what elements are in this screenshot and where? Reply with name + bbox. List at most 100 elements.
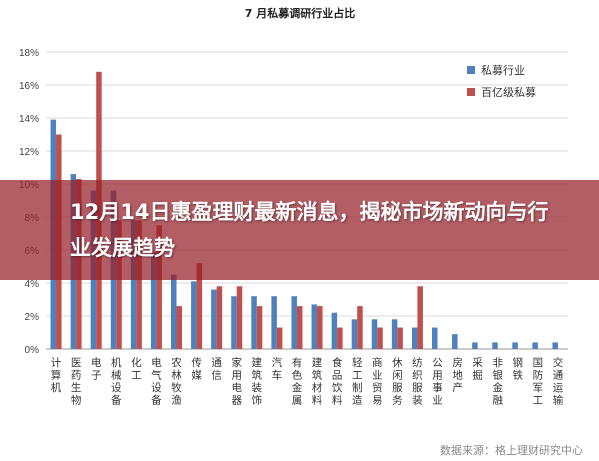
x-category-label: 车 xyxy=(272,369,283,382)
y-tick-label: 0% xyxy=(25,345,40,356)
x-category-label: 料 xyxy=(312,394,323,407)
x-category-label: 电 xyxy=(231,381,242,394)
bar-private-industry xyxy=(331,312,338,349)
legend-swatch xyxy=(467,88,475,96)
x-category-label: 药 xyxy=(71,370,82,382)
x-category-label: 制 xyxy=(352,381,363,394)
x-category-label: 产 xyxy=(452,381,463,394)
x-category-label: 物 xyxy=(71,394,82,407)
bar-private-industry xyxy=(552,342,558,349)
x-category-label: 用 xyxy=(231,370,242,382)
bar-large-private xyxy=(236,286,243,349)
x-category-label: 建 xyxy=(252,356,263,369)
x-category-label: 用 xyxy=(432,370,443,382)
x-category-label: 商 xyxy=(372,356,383,369)
x-category-label: 务 xyxy=(392,394,403,407)
chart-title: 7 月私募调研行业占比 xyxy=(245,6,355,20)
bar-private-industry xyxy=(492,342,498,349)
x-category-label: 医 xyxy=(71,357,82,369)
x-category-label: 掘 xyxy=(472,369,483,382)
bar-private-industry xyxy=(371,319,378,349)
y-tick-label: 2% xyxy=(25,312,40,323)
x-category-label: 筑 xyxy=(312,369,323,382)
x-category-label: 装 xyxy=(412,394,423,407)
x-category-label: 银 xyxy=(492,369,503,382)
x-category-label: 织 xyxy=(412,370,423,382)
headline-text[interactable]: 12月14日惠盈理财最新消息，揭秘市场新动向与行业发展趋势 xyxy=(70,200,549,260)
x-category-label: 房 xyxy=(452,356,463,369)
x-category-label: 业 xyxy=(432,395,443,407)
bar-large-private xyxy=(317,306,323,349)
y-tick-label: 16% xyxy=(19,81,39,92)
bar-private-industry xyxy=(150,251,157,349)
y-tick-label: 18% xyxy=(19,48,39,59)
y-tick-label: 14% xyxy=(19,114,39,125)
y-tick-label: 12% xyxy=(19,147,39,158)
x-category-label: 运 xyxy=(553,382,564,394)
x-category-label: 电 xyxy=(151,356,162,369)
x-category-label: 渔 xyxy=(171,395,182,407)
legend-label: 百亿级私募 xyxy=(481,86,536,99)
x-category-label: 通 xyxy=(553,370,564,382)
x-category-label: 饰 xyxy=(252,394,263,407)
x-category-label: 休 xyxy=(392,357,403,369)
x-category-label: 电 xyxy=(91,356,102,369)
bar-large-private xyxy=(296,306,303,349)
x-category-label: 家 xyxy=(231,356,242,369)
x-category-label: 装 xyxy=(252,381,263,394)
x-category-label: 采 xyxy=(472,357,483,369)
bar-private-industry xyxy=(391,319,398,349)
bar-large-private xyxy=(116,220,122,349)
x-category-label: 国 xyxy=(533,357,544,369)
x-category-label: 设 xyxy=(111,382,122,394)
x-category-label: 工 xyxy=(352,370,363,382)
x-category-label: 属 xyxy=(292,395,303,407)
y-tick-label: 4% xyxy=(25,279,40,290)
x-category-label: 公 xyxy=(432,357,443,369)
x-category-label: 金 xyxy=(492,381,503,394)
x-category-label: 备 xyxy=(151,394,162,407)
x-category-label: 融 xyxy=(492,395,503,407)
x-category-label: 设 xyxy=(151,382,162,394)
bar-private-industry xyxy=(512,342,518,349)
bar-private-industry xyxy=(191,281,197,349)
x-category-label: 媒 xyxy=(191,369,202,382)
bar-private-industry xyxy=(532,342,538,349)
x-category-label: 纺 xyxy=(412,356,423,369)
bar-large-private xyxy=(196,263,203,349)
x-category-label: 工 xyxy=(131,370,142,382)
x-category-label: 器 xyxy=(231,395,242,407)
x-category-label: 料 xyxy=(332,394,343,407)
x-category-label: 算 xyxy=(51,369,62,382)
x-category-label: 筑 xyxy=(252,369,263,382)
headline-banner xyxy=(0,180,599,280)
x-category-label: 机 xyxy=(111,356,122,369)
x-category-label: 非 xyxy=(492,357,503,369)
x-category-label: 汽 xyxy=(272,356,283,369)
x-category-label: 林 xyxy=(171,369,182,382)
bar-large-private xyxy=(377,327,383,349)
x-category-label: 易 xyxy=(372,395,383,407)
x-category-label: 农 xyxy=(171,356,182,369)
x-category-label: 闲 xyxy=(392,369,403,382)
x-category-label: 食 xyxy=(332,356,343,369)
x-category-label: 输 xyxy=(553,394,564,407)
source-label: 数据来源：格上理财研究中心 xyxy=(440,443,583,457)
x-category-label: 通 xyxy=(211,357,222,369)
bar-private-industry xyxy=(472,342,478,349)
x-category-label: 械 xyxy=(111,369,122,382)
bar-large-private xyxy=(256,306,263,349)
x-category-label: 有 xyxy=(292,356,303,369)
x-category-label: 防 xyxy=(533,369,544,382)
x-category-label: 牧 xyxy=(171,381,182,394)
x-category-label: 机 xyxy=(51,381,62,394)
bar-large-private xyxy=(276,327,283,349)
bar-private-industry xyxy=(211,289,217,349)
x-category-label: 服 xyxy=(392,382,403,394)
bar-large-private xyxy=(357,306,363,349)
bar-large-private xyxy=(216,286,223,349)
bar-private-industry xyxy=(271,296,277,349)
x-category-label: 军 xyxy=(533,382,544,394)
x-category-label: 贸 xyxy=(372,382,383,394)
